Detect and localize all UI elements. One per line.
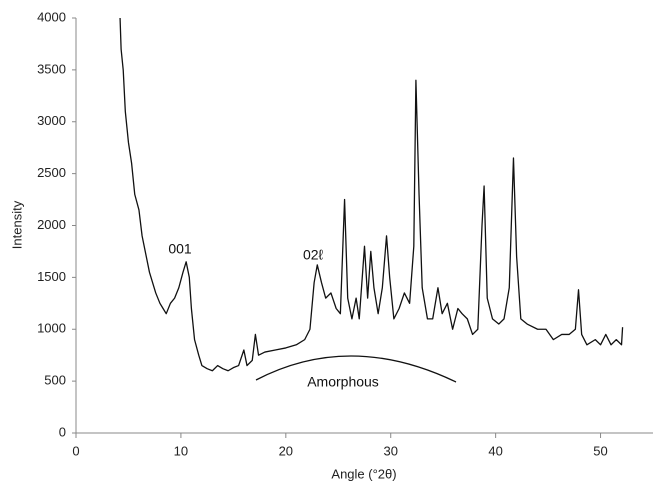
- x-tick-label: 0: [72, 443, 79, 458]
- x-tick-label: 50: [593, 443, 607, 458]
- y-tick-label: 3000: [37, 113, 66, 128]
- annotation: 001: [168, 241, 192, 257]
- annotation: 02ℓ: [303, 247, 324, 263]
- x-axis-label: Angle (°2θ): [331, 466, 396, 481]
- y-tick-label: 4000: [37, 9, 66, 24]
- y-tick-label: 2000: [37, 217, 66, 232]
- y-tick-label: 1000: [37, 321, 66, 336]
- x-tick-label: 20: [279, 443, 293, 458]
- xrd-line: [119, 17, 624, 372]
- y-tick-label: 3500: [37, 61, 66, 76]
- y-tick-label: 500: [44, 373, 66, 388]
- y-tick-label: 0: [59, 424, 66, 439]
- amorphous-hump: [255, 355, 457, 383]
- y-tick-label: 1500: [37, 269, 66, 284]
- x-tick-label: 10: [174, 443, 188, 458]
- x-tick-label: 30: [383, 443, 397, 458]
- annotation: Amorphous: [307, 374, 379, 390]
- y-tick-label: 2500: [37, 165, 66, 180]
- y-axis-label: Intensity: [9, 200, 24, 249]
- x-tick-label: 40: [488, 443, 502, 458]
